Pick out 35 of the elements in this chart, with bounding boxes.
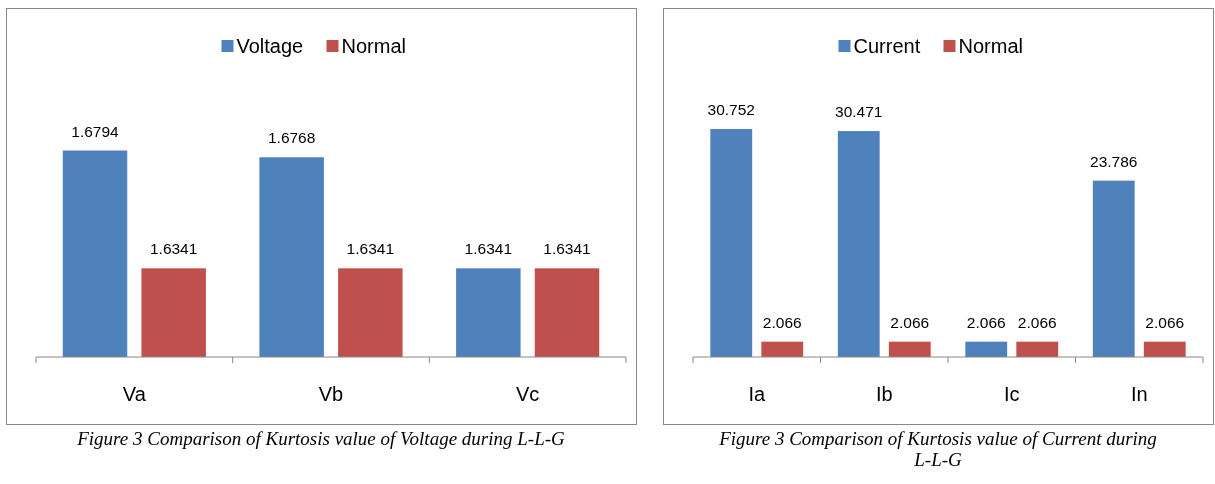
x-tick-label: Vc — [515, 383, 540, 405]
legend-label: Voltage — [236, 35, 304, 57]
data-label: 1.6341 — [346, 240, 395, 258]
caption: Figure 3 Comparison of Kurtosis value of Current during L-L-G — [718, 428, 1157, 470]
legend-label: Normal — [341, 35, 406, 57]
data-label: 30.471 — [835, 103, 883, 121]
data-label: 1.6794 — [71, 122, 120, 140]
bar — [888, 341, 931, 357]
bar — [965, 341, 1008, 357]
x-tick-label: Ib — [875, 383, 893, 405]
data-label: 23.786 — [1090, 152, 1138, 170]
x-tick-label: Ia — [748, 383, 766, 405]
legend-label: Normal — [958, 35, 1023, 57]
bar — [1092, 180, 1135, 357]
data-label: 2.066 — [890, 313, 930, 331]
x-tick-label: Va — [122, 383, 147, 405]
data-label: 1.6341 — [464, 240, 513, 258]
data-label: 1.6341 — [543, 240, 591, 258]
x-tick-label: Vb — [318, 383, 344, 405]
data-label: 1.6768 — [267, 129, 316, 147]
data-label: 2.066 — [1145, 313, 1185, 331]
caption: Figure 3 Comparison of Kurtosis value of Voltage during L-L-G — [76, 428, 566, 449]
x-tick-label: Ic — [1003, 383, 1020, 405]
data-label: 2.066 — [762, 313, 802, 331]
bar — [1016, 341, 1059, 357]
legend-label: Current — [853, 35, 921, 57]
data-label: 2.066 — [966, 313, 1006, 331]
data-label: 2.066 — [1017, 313, 1057, 331]
x-tick-label: In — [1130, 383, 1148, 405]
data-label: 30.752 — [707, 100, 755, 118]
data-label: 1.6341 — [149, 240, 198, 258]
bar — [710, 128, 753, 357]
bar — [837, 131, 880, 357]
bar — [1143, 341, 1186, 357]
bar — [761, 341, 804, 357]
